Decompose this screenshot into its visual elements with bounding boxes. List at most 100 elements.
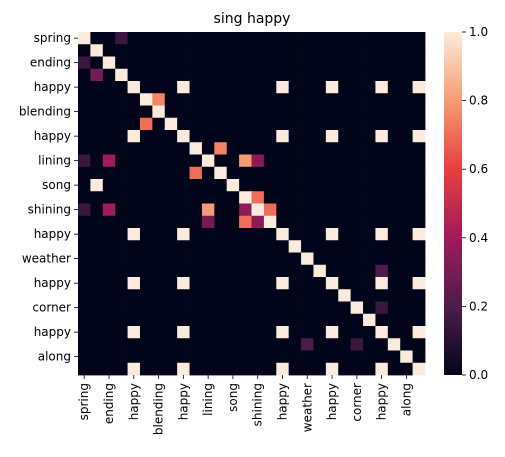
heatmap-cell bbox=[263, 301, 277, 315]
heatmap-cell bbox=[152, 81, 166, 94]
heatmap-cell bbox=[127, 264, 141, 278]
heatmap-cell bbox=[127, 44, 141, 57]
heatmap-cell bbox=[189, 191, 203, 204]
heatmap-cell bbox=[152, 277, 166, 290]
heatmap-cell bbox=[239, 228, 252, 241]
heatmap-cell bbox=[152, 105, 166, 119]
heatmap-cell bbox=[189, 240, 203, 253]
heatmap-cell bbox=[313, 154, 327, 168]
heatmap-cell bbox=[239, 81, 252, 94]
heatmap-cell bbox=[363, 81, 376, 94]
heatmap-cell bbox=[387, 44, 401, 57]
heatmap-cell bbox=[189, 338, 203, 351]
heatmap-cell bbox=[102, 301, 116, 315]
heatmap-cell bbox=[288, 301, 302, 315]
heatmap-cell bbox=[325, 142, 339, 155]
heatmap-cell bbox=[276, 68, 290, 82]
heatmap-cell bbox=[375, 326, 389, 339]
heatmap-cell bbox=[350, 326, 364, 339]
heatmap-cell bbox=[239, 93, 252, 106]
heatmap-cell bbox=[313, 130, 327, 143]
heatmap-cell bbox=[325, 252, 339, 266]
heatmap-cell bbox=[288, 203, 302, 217]
heatmap-cell bbox=[214, 228, 228, 241]
heatmap-cell bbox=[189, 313, 203, 327]
heatmap-cell bbox=[263, 44, 277, 57]
heatmap-cell bbox=[189, 228, 203, 241]
heatmap-cell bbox=[412, 264, 426, 278]
heatmap-cell bbox=[152, 215, 166, 229]
heatmap-cell bbox=[313, 301, 327, 315]
heatmap-cell bbox=[375, 350, 389, 364]
heatmap-cell bbox=[152, 166, 166, 180]
heatmap-cell bbox=[78, 215, 91, 229]
heatmap-cell bbox=[263, 264, 277, 278]
heatmap-cell bbox=[214, 289, 228, 302]
heatmap-cell bbox=[387, 277, 401, 290]
col-tick-label: weather bbox=[300, 383, 314, 432]
heatmap-cell bbox=[338, 240, 352, 253]
heatmap-cell bbox=[338, 252, 352, 266]
heatmap-cell bbox=[189, 362, 203, 376]
heatmap-cell bbox=[325, 289, 339, 302]
heatmap-cell bbox=[239, 32, 252, 45]
heatmap-cell bbox=[90, 44, 104, 57]
heatmap-cell bbox=[239, 215, 252, 229]
heatmap-cell bbox=[139, 130, 153, 143]
heatmap-cell bbox=[226, 252, 240, 266]
heatmap-cell bbox=[387, 93, 401, 106]
heatmap-cell bbox=[387, 56, 401, 70]
heatmap-cell bbox=[263, 277, 277, 290]
heatmap-cell bbox=[313, 179, 327, 192]
heatmap-cell bbox=[363, 56, 376, 70]
heatmap-cell bbox=[239, 56, 252, 70]
heatmap-cell bbox=[400, 154, 413, 168]
heatmap-cell bbox=[139, 215, 153, 229]
heatmap-cell bbox=[78, 154, 91, 168]
heatmap-cell bbox=[78, 44, 91, 57]
heatmap-cell bbox=[251, 301, 265, 315]
heatmap-cell bbox=[251, 264, 265, 278]
heatmap-cell bbox=[115, 32, 128, 45]
heatmap-cell bbox=[301, 313, 314, 327]
heatmap-cell bbox=[214, 301, 228, 315]
heatmap-cell bbox=[177, 117, 190, 131]
heatmap-cell bbox=[102, 240, 116, 253]
colorbar-tick-label: 0.0 bbox=[469, 368, 488, 382]
heatmap-cell bbox=[301, 32, 314, 45]
heatmap-cell bbox=[189, 142, 203, 155]
heatmap-cell bbox=[363, 362, 376, 376]
heatmap-cell bbox=[239, 154, 252, 168]
heatmap-cell bbox=[239, 44, 252, 57]
heatmap-cell bbox=[201, 154, 215, 168]
heatmap-cell bbox=[288, 264, 302, 278]
heatmap-cell bbox=[239, 203, 252, 217]
heatmap-cell bbox=[363, 301, 376, 315]
heatmap-cell bbox=[152, 56, 166, 70]
heatmap-cell bbox=[375, 166, 389, 180]
heatmap-cell bbox=[350, 142, 364, 155]
heatmap-cell bbox=[90, 130, 104, 143]
heatmap-cell bbox=[226, 350, 240, 364]
heatmap-cell bbox=[387, 166, 401, 180]
heatmap-cell bbox=[251, 81, 265, 94]
heatmap-cell bbox=[276, 289, 290, 302]
heatmap-cell bbox=[139, 264, 153, 278]
heatmap-cell bbox=[263, 166, 277, 180]
heatmap-cell bbox=[375, 56, 389, 70]
heatmap-cell bbox=[152, 240, 166, 253]
heatmap-cell bbox=[214, 32, 228, 45]
heatmap-cell bbox=[313, 264, 327, 278]
heatmap-cell bbox=[201, 130, 215, 143]
heatmap-cell bbox=[189, 215, 203, 229]
colorbar-gradient bbox=[444, 32, 462, 375]
heatmap-cell bbox=[375, 252, 389, 266]
heatmap-cell bbox=[78, 203, 91, 217]
heatmap-cell bbox=[177, 154, 190, 168]
heatmap-cell bbox=[288, 289, 302, 302]
heatmap-cell bbox=[363, 44, 376, 57]
heatmap-cell bbox=[152, 117, 166, 131]
heatmap-cell bbox=[263, 117, 277, 131]
heatmap-cell bbox=[201, 68, 215, 82]
heatmap-cell bbox=[102, 264, 116, 278]
